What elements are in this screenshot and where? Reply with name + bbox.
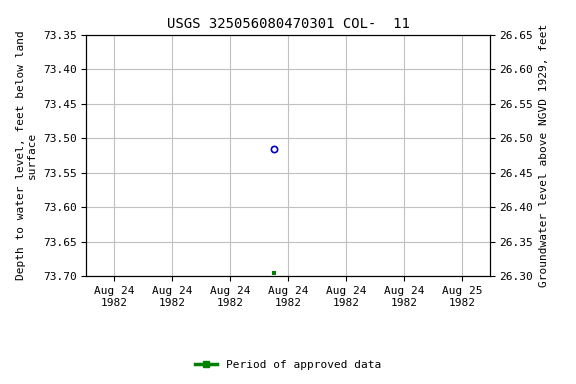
Title: USGS 325056080470301 COL-  11: USGS 325056080470301 COL- 11 <box>166 17 410 31</box>
Legend: Period of approved data: Period of approved data <box>191 356 385 375</box>
Y-axis label: Depth to water level, feet below land
surface: Depth to water level, feet below land su… <box>16 31 37 280</box>
Y-axis label: Groundwater level above NGVD 1929, feet: Groundwater level above NGVD 1929, feet <box>539 24 548 287</box>
